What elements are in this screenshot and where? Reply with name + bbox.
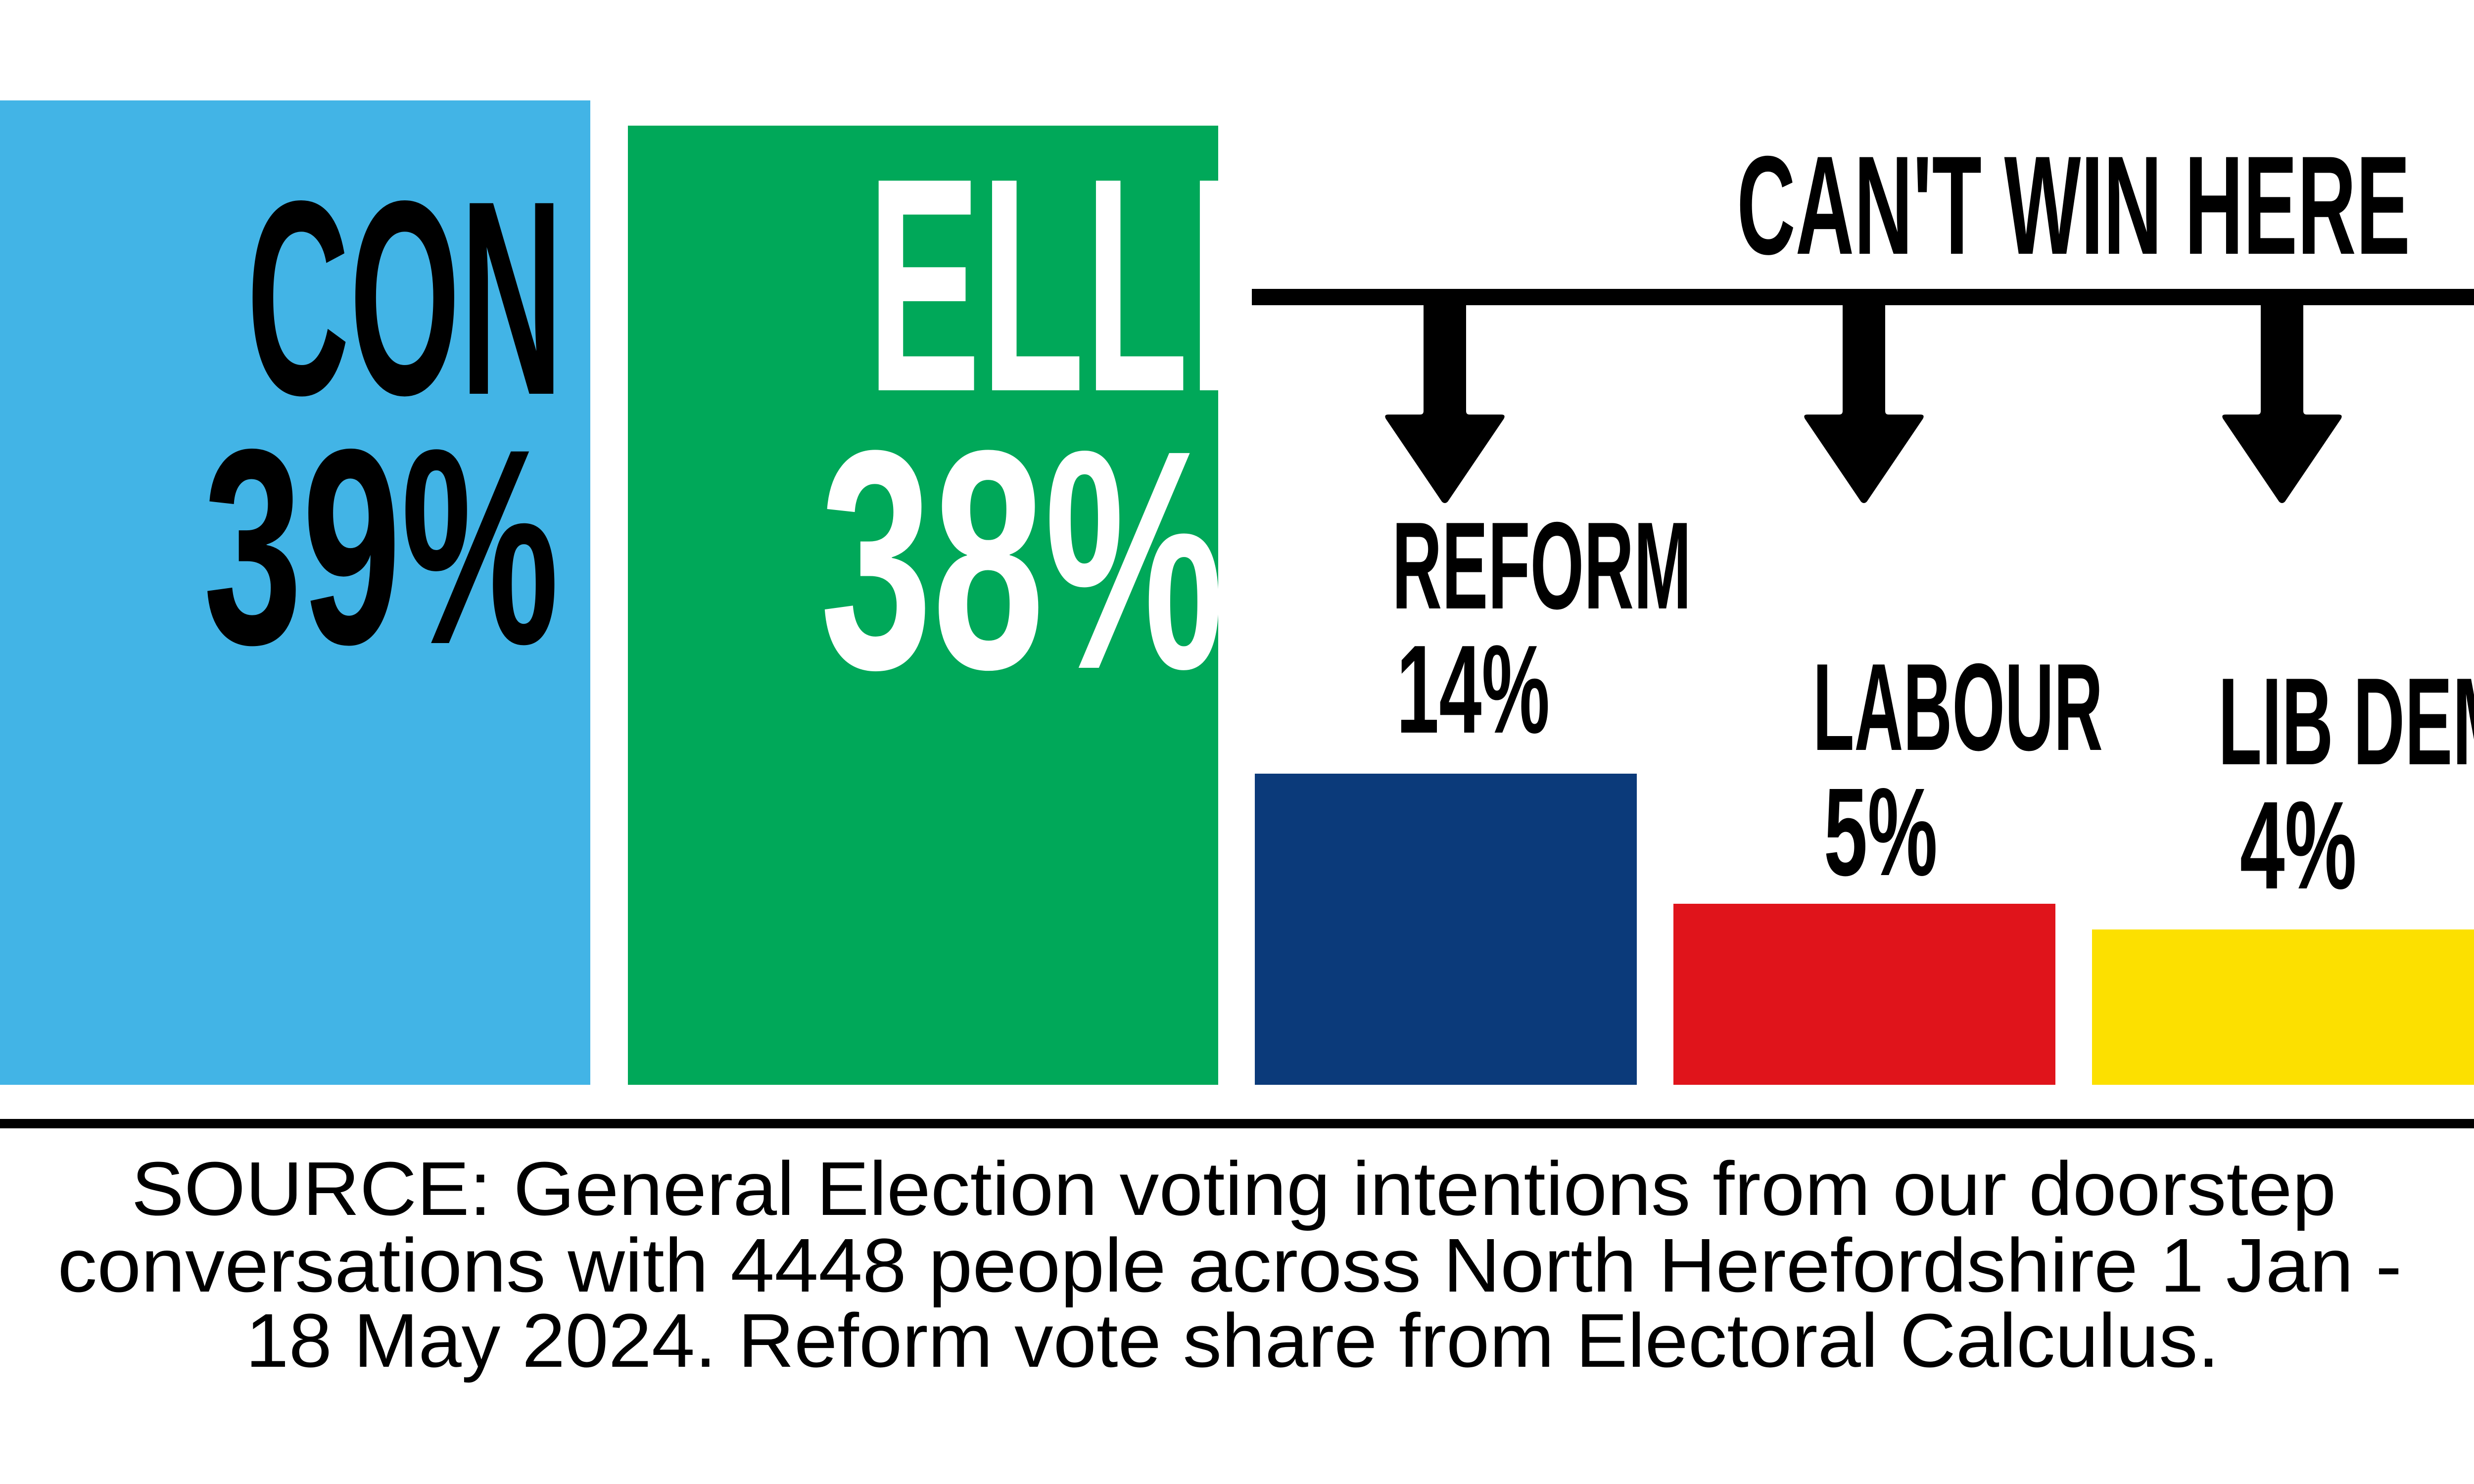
arrow-down-icon [1385, 305, 1505, 503]
arrow-down-icon [2222, 305, 2342, 503]
cant-win-here-heading: CAN'T WIN HERE [1737, 127, 2411, 284]
source-note-line-3: 18 May 2024. Reform vote share from Elec… [245, 1298, 2220, 1383]
party-name-reform: REFORM [1392, 497, 1692, 635]
arrow-down-icon [1804, 305, 1924, 503]
party-value-ellie: 38% [820, 385, 1224, 734]
footer-divider [0, 1119, 2474, 1128]
party-name-con: CON [246, 143, 563, 453]
bracket-line [1252, 289, 2474, 305]
party-value-con: 39% [203, 391, 559, 702]
party-name-ellie: ELLIE [867, 114, 1349, 455]
party-value-reform: 14% [1396, 619, 1550, 759]
party-name-libdem: LIB DEM [2218, 652, 2474, 791]
bar-con [0, 100, 590, 1085]
bar-ellie [628, 126, 1218, 1085]
bar-libdem [2092, 929, 2474, 1085]
bar-reform [1255, 774, 1637, 1085]
source-note-line-1: SOURCE: General Election voting intentio… [131, 1146, 2336, 1231]
party-value-labour: 5% [1823, 762, 1938, 902]
party-name-labour: LABOUR [1812, 638, 2103, 777]
bar-labour [1673, 904, 2055, 1085]
source-note-line-2: conversations with 4448 people across No… [57, 1223, 2402, 1308]
party-value-libdem: 4% [2239, 775, 2357, 915]
